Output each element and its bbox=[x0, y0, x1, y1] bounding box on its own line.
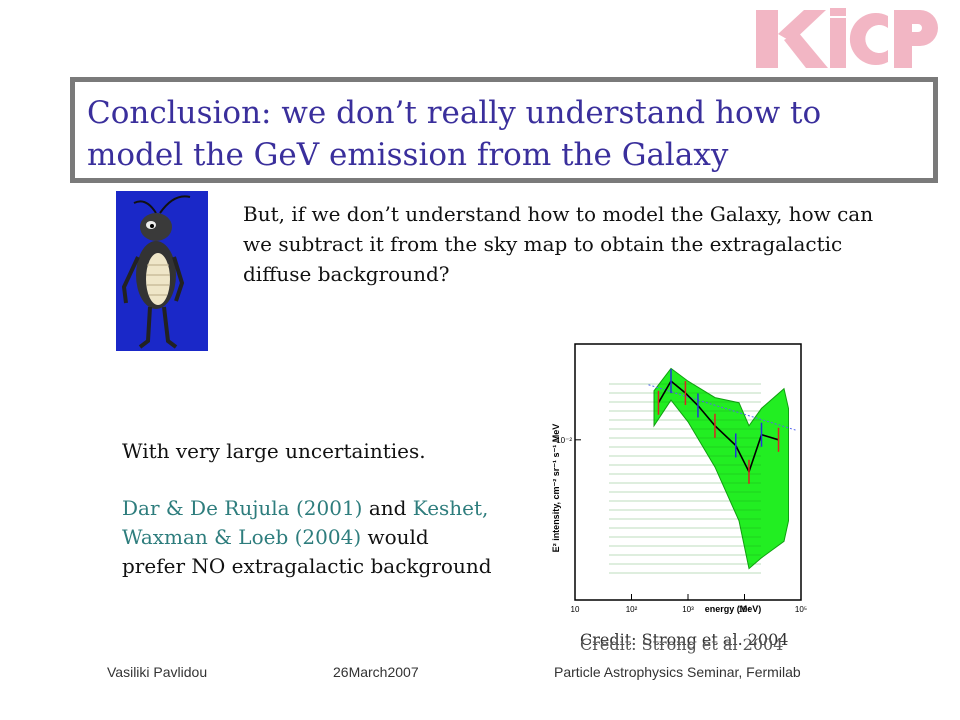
footer-venue: Particle Astrophysics Seminar, Fermilab bbox=[554, 664, 801, 680]
dar-text: Dar & De Rujula (2001) and Keshet, Waxma… bbox=[122, 494, 492, 581]
uncertainties-text: With very large uncertainties. bbox=[122, 439, 426, 463]
y-axis-label: E² intensity, cm⁻² sr⁻¹ s⁻¹ MeV bbox=[551, 424, 561, 553]
question-text: But, if we don’t understand how to model… bbox=[243, 202, 874, 286]
emission-chart: E² intensity, cm⁻² sr⁻¹ s⁻¹ MeV energy (… bbox=[537, 328, 807, 638]
x-tick-label: 10² bbox=[626, 605, 638, 614]
trend-line bbox=[648, 384, 796, 431]
x-tick-label: 10⁵ bbox=[795, 605, 807, 614]
footer-date: 26March2007 bbox=[333, 664, 419, 680]
x-tick-label: 10³ bbox=[682, 605, 694, 614]
x-tick-label: 10 bbox=[571, 605, 580, 614]
y-tick-label: 10⁻² bbox=[556, 436, 572, 445]
title-box: Conclusion: we don’t really understand h… bbox=[70, 77, 938, 183]
slide-title: Conclusion: we don’t really understand h… bbox=[87, 92, 821, 176]
dar-rest: would prefer NO extragalactic background bbox=[122, 525, 492, 578]
kicp-logo bbox=[756, 8, 938, 68]
title-line-1: Conclusion: we don’t really understand h… bbox=[87, 95, 822, 131]
cartoon-bug-image bbox=[116, 191, 208, 351]
credit-text: Credit: Strong et al. 2004 bbox=[580, 630, 789, 649]
title-line-2: model the GeV emission from the Galaxy bbox=[87, 137, 729, 173]
credit-ghost-text: Credit: Strong et al 2004 bbox=[580, 635, 784, 654]
footer-author: Vasiliki Pavlidou bbox=[107, 664, 208, 680]
keshet-citation: Keshet, Waxman & Loeb (2004) bbox=[122, 496, 489, 549]
dar-and: and bbox=[362, 496, 413, 520]
x-tick-label: 10⁴ bbox=[738, 605, 751, 614]
chart-credit: Credit: Strong et al. 2004 Credit: Stron… bbox=[580, 630, 789, 654]
dar-citation: Dar & De Rujula (2001) bbox=[122, 496, 363, 520]
uncertainty-band bbox=[653, 367, 789, 570]
x-axis-label: energy (MeV) bbox=[705, 604, 762, 614]
